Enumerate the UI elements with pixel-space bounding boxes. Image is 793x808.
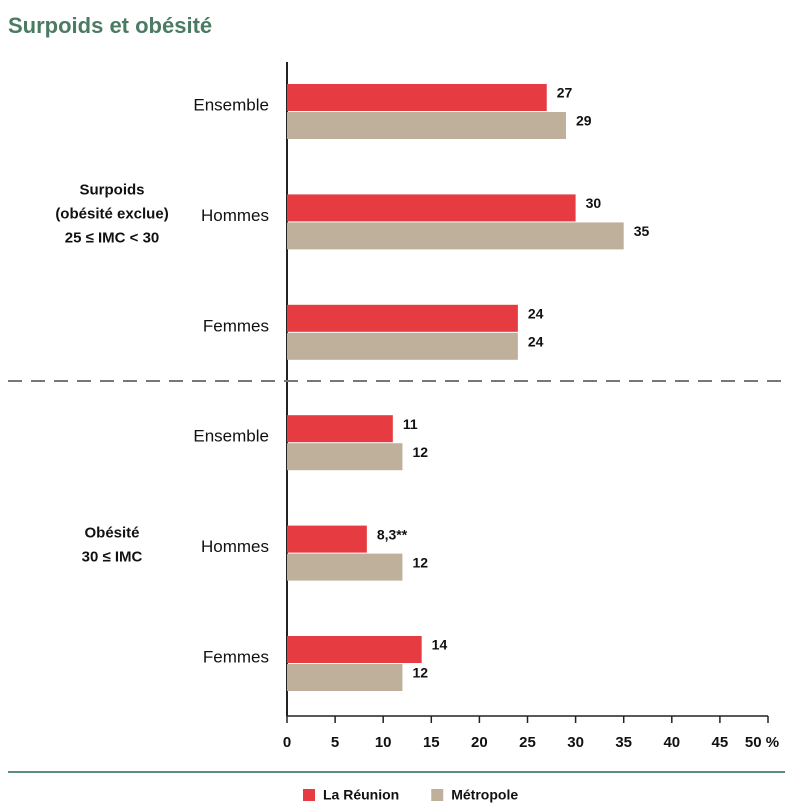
x-tick-label: 30: [567, 734, 584, 751]
legend-swatch: [431, 789, 444, 801]
legend-label: Métropole: [451, 787, 518, 803]
value-label: 12: [412, 665, 428, 681]
value-label: 8,3**: [377, 526, 408, 542]
group-label: 30 ≤ IMC: [82, 549, 143, 566]
bar: [287, 222, 624, 250]
value-label: 24: [528, 334, 544, 350]
group-label: 25 ≤ IMC < 30: [65, 229, 160, 246]
bar: [287, 112, 566, 139]
value-label: 12: [412, 444, 428, 460]
group-label: Obésité: [84, 525, 139, 542]
legend-label: La Réunion: [323, 787, 399, 803]
category-label: Ensemble: [193, 427, 269, 446]
bar: [287, 443, 403, 471]
value-label: 30: [586, 195, 602, 211]
x-tick-label: 15: [423, 734, 440, 751]
x-tick-label: 20: [471, 734, 488, 751]
bar: [287, 194, 576, 222]
chart-title: Surpoids et obésité: [8, 13, 212, 38]
bar: [287, 525, 367, 553]
group-label: Surpoids: [79, 181, 144, 198]
x-tick-label: 50 %: [745, 734, 779, 751]
bar: [287, 553, 403, 581]
value-label: 27: [557, 85, 573, 101]
legend-swatch: [303, 789, 315, 801]
x-tick-label: 35: [615, 734, 632, 751]
value-label: 35: [634, 223, 650, 239]
bar: [287, 84, 547, 111]
bar: [287, 332, 518, 360]
x-tick-label: 10: [375, 734, 392, 751]
value-label: 24: [528, 306, 544, 322]
x-tick-label: 0: [283, 734, 291, 751]
bar: [287, 415, 393, 443]
x-tick-label: 5: [331, 734, 339, 751]
value-label: 12: [412, 554, 428, 570]
value-label: 29: [576, 113, 592, 129]
category-label: Hommes: [201, 206, 269, 225]
category-label: Femmes: [203, 316, 269, 335]
value-label: 14: [432, 637, 448, 653]
x-tick-label: 40: [663, 734, 680, 751]
category-label: Femmes: [203, 647, 269, 666]
bar: [287, 636, 422, 663]
category-label: Hommes: [201, 537, 269, 556]
bar: [287, 304, 518, 332]
x-tick-label: 45: [712, 734, 729, 751]
value-label: 11: [403, 416, 418, 432]
category-label: Ensemble: [193, 95, 269, 114]
bar: [287, 664, 403, 691]
group-label: (obésité exclue): [55, 205, 168, 222]
x-tick-label: 25: [519, 734, 536, 751]
